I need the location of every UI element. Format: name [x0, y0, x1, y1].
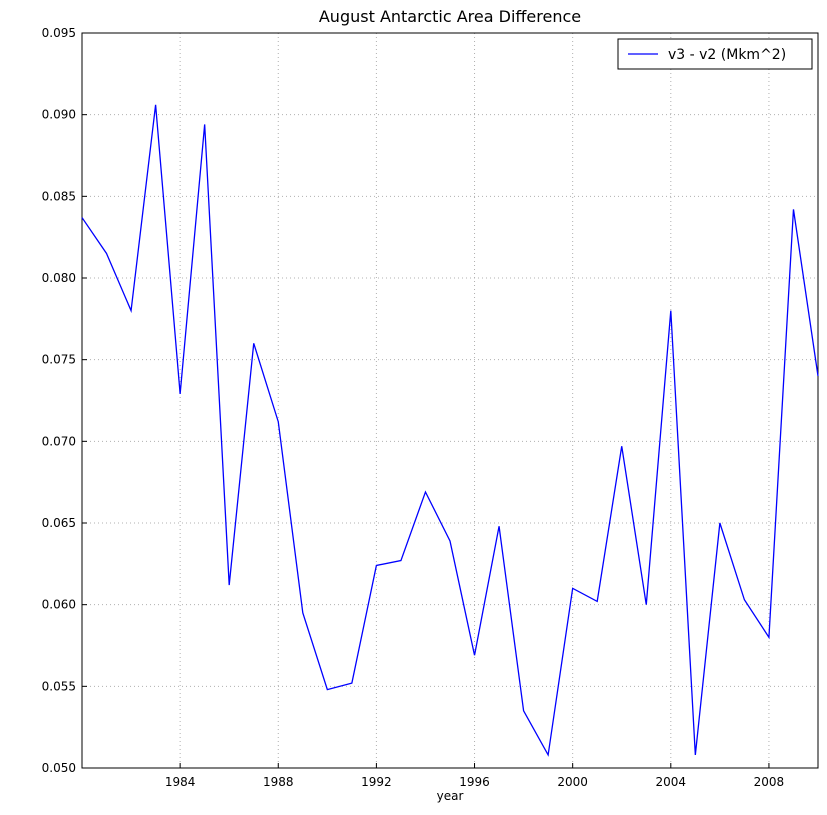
- x-tick-label: 1992: [361, 775, 392, 789]
- y-tick-label: 0.055: [42, 679, 76, 693]
- x-tick-label: 1996: [459, 775, 490, 789]
- y-tick-label: 0.095: [42, 26, 76, 40]
- y-tick-label: 0.080: [42, 271, 76, 285]
- x-tick-label: 1984: [165, 775, 196, 789]
- chart-title: August Antarctic Area Difference: [319, 7, 581, 26]
- y-tick-label: 0.050: [42, 761, 76, 775]
- y-tick-label: 0.070: [42, 434, 76, 448]
- plot-frame: [81, 32, 819, 769]
- y-tick-label: 0.060: [42, 598, 76, 612]
- y-tick-label: 0.065: [42, 516, 76, 530]
- x-tick-label: 2004: [656, 775, 687, 789]
- x-tick-label: 2000: [557, 775, 588, 789]
- y-tick-label: 0.085: [42, 189, 76, 203]
- y-tick-label: 0.075: [42, 353, 76, 367]
- x-tick-label: 1988: [263, 775, 294, 789]
- line-series: [81, 104, 819, 757]
- legend-label: v3 - v2 (Mkm^2): [668, 47, 786, 63]
- x-axis-label: year: [437, 789, 464, 803]
- x-tick-label: 2008: [754, 775, 785, 789]
- y-tick-label: 0.090: [42, 108, 76, 122]
